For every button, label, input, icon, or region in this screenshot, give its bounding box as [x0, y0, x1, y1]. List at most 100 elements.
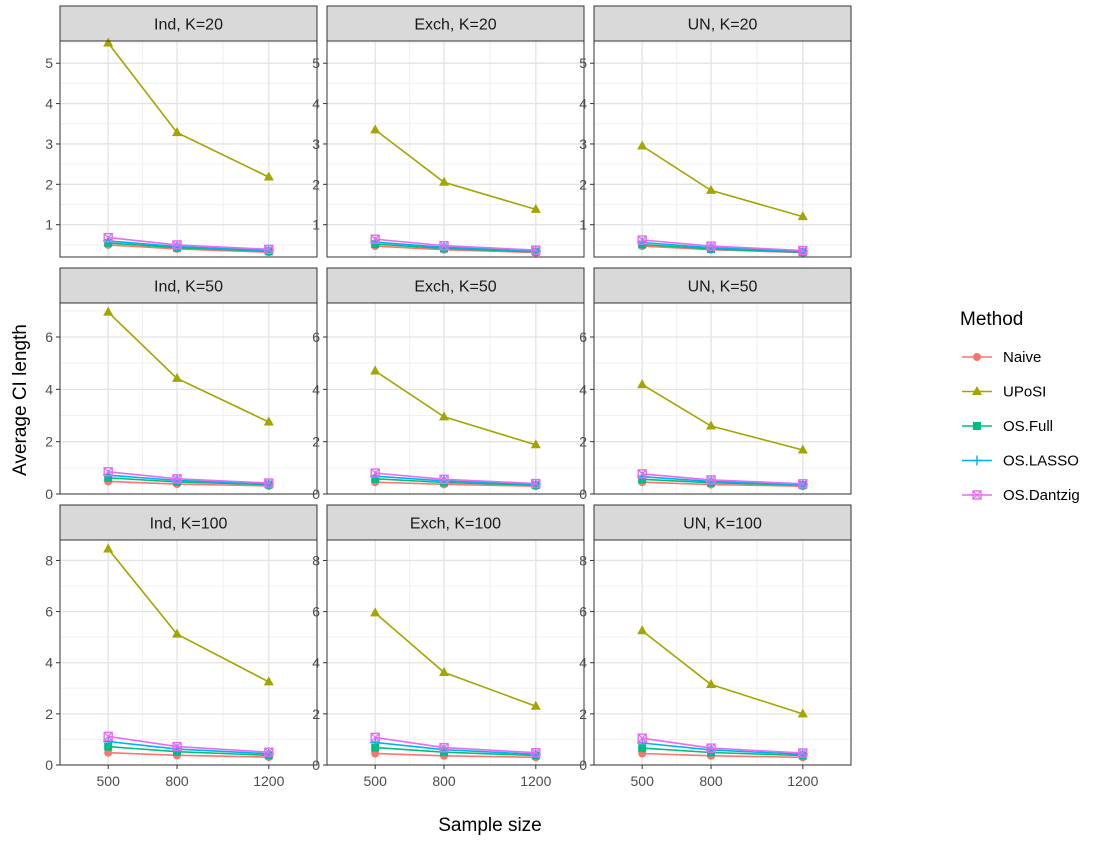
- data-point-os-dantzig: [172, 474, 182, 484]
- y-tick-label: 3: [579, 136, 587, 152]
- y-tick-label: 5: [579, 55, 587, 71]
- data-point-os-dantzig: [172, 741, 182, 752]
- data-point-uposi: [263, 676, 274, 686]
- data-point-os-dantzig: [531, 748, 541, 758]
- y-tick-label: 2: [312, 176, 320, 192]
- legend-item-label: OS.Dantzig: [1003, 487, 1080, 504]
- panel-border: [593, 40, 852, 258]
- y-tick-label: 2: [45, 434, 53, 450]
- y-tick-label: 0: [45, 486, 53, 502]
- data-point-os-dantzig: [637, 469, 647, 479]
- panel-border: [326, 40, 585, 258]
- legend-title: Method: [960, 309, 1023, 330]
- legend-item: Naive: [962, 349, 1041, 366]
- y-tick-label: 2: [45, 176, 53, 192]
- x-tick-label: 1200: [253, 773, 284, 789]
- y-tick-label: 8: [312, 552, 320, 568]
- facet-strip-label: Exch, K=20: [414, 17, 496, 34]
- data-point-uposi: [706, 420, 717, 430]
- x-tick-label: 500: [631, 773, 655, 789]
- panel-border: [326, 539, 585, 766]
- data-point-os-full: [638, 744, 647, 753]
- plot-background: [594, 303, 851, 494]
- data-point-os-dantzig: [706, 743, 716, 753]
- plot-background: [327, 41, 584, 257]
- x-tick-label: 1200: [787, 773, 818, 789]
- data-point-os-dantzig: [531, 478, 541, 489]
- facet-strip-label: Ind, K=20: [154, 17, 223, 34]
- plot-background: [60, 41, 317, 257]
- facet-strip-label: UN, K=100: [683, 516, 762, 533]
- facet-panel: Exch, K=100 0 2 4 6 8 500 800 1200: [312, 504, 585, 789]
- panel-border: [59, 40, 318, 258]
- data-point-os-dantzig: [706, 475, 716, 485]
- data-point-uposi: [637, 625, 648, 635]
- legend-item-label: UPoSI: [1003, 384, 1046, 401]
- legend: Method Naive UPoSI OS.Full OS.LASSO OS.Dantz…: [960, 309, 1080, 504]
- y-tick-label: 4: [312, 381, 320, 397]
- legend-key-marker: [972, 455, 982, 466]
- data-point-uposi: [797, 211, 808, 221]
- x-tick-label: 500: [97, 773, 121, 789]
- data-point-os-dantzig: [439, 240, 449, 251]
- legend-item: UPoSI: [962, 384, 1046, 401]
- y-tick-label: 2: [312, 706, 320, 722]
- facet-strip: [59, 5, 318, 42]
- legend-item: OS.LASSO: [962, 453, 1079, 470]
- data-point-uposi: [370, 365, 381, 375]
- data-point-uposi: [637, 140, 648, 150]
- facet-panel: Ind, K=100 0 2 4 6 8 500 800 1200: [45, 504, 318, 789]
- legend-item: OS.Dantzig: [962, 487, 1080, 504]
- data-point-uposi: [103, 306, 114, 316]
- y-tick-label: 0: [579, 486, 587, 502]
- legend-key-marker: [973, 422, 981, 430]
- facet-panel: Ind, K=20 1 2 3 4 5: [45, 5, 318, 258]
- facet-strip: [593, 267, 852, 304]
- y-tick-label: 6: [312, 604, 320, 620]
- data-point-os-dantzig: [439, 742, 449, 753]
- facet-panel: Exch, K=20 1 2 3 4 5: [312, 5, 585, 258]
- data-point-uposi: [530, 203, 541, 213]
- data-point-uposi: [439, 666, 450, 676]
- data-point-os-dantzig: [798, 479, 808, 489]
- legend-item-label: OS.LASSO: [1003, 453, 1079, 470]
- y-tick-label: 0: [312, 486, 320, 502]
- data-point-uposi: [530, 700, 541, 710]
- y-tick-label: 4: [579, 655, 587, 671]
- y-tick-label: 1: [45, 217, 53, 233]
- y-tick-label: 6: [45, 329, 53, 345]
- data-point-uposi: [172, 628, 183, 638]
- legend-key-marker: [973, 353, 981, 361]
- plot-background: [60, 540, 317, 765]
- data-point-uposi: [706, 184, 717, 194]
- y-tick-label: 8: [579, 552, 587, 568]
- y-tick-label: 8: [45, 552, 53, 568]
- legend-item-label: Naive: [1003, 349, 1041, 366]
- facet-strip-label: UN, K=20: [688, 17, 758, 34]
- data-point-uposi: [637, 379, 648, 389]
- facet-strip: [59, 267, 318, 304]
- data-point-uposi: [103, 37, 114, 47]
- data-point-uposi: [370, 124, 381, 134]
- y-tick-label: 1: [579, 217, 587, 233]
- plot-background: [594, 41, 851, 257]
- data-point-os-dantzig: [531, 245, 541, 255]
- y-tick-label: 2: [312, 434, 320, 450]
- x-tick-label: 800: [165, 773, 189, 789]
- data-point-os-dantzig: [103, 232, 113, 243]
- panel-border: [593, 539, 852, 766]
- y-tick-label: 0: [579, 757, 587, 773]
- y-tick-label: 5: [45, 55, 53, 71]
- facet-panel: UN, K=20 1 2 3 4 5: [579, 5, 852, 258]
- y-tick-label: 4: [579, 381, 587, 397]
- y-axis-title: Average CI length: [10, 324, 31, 476]
- plot-background: [60, 303, 317, 494]
- y-tick-label: 0: [312, 757, 320, 773]
- data-point-os-lasso: [370, 737, 381, 748]
- data-point-uposi: [172, 372, 183, 382]
- panel-border: [59, 539, 318, 766]
- data-point-os-lasso: [103, 736, 114, 747]
- facet-panel: Exch, K=50 0 2 4 6: [312, 267, 585, 502]
- facet-panel: Ind, K=50 0 2 4 6: [45, 267, 318, 502]
